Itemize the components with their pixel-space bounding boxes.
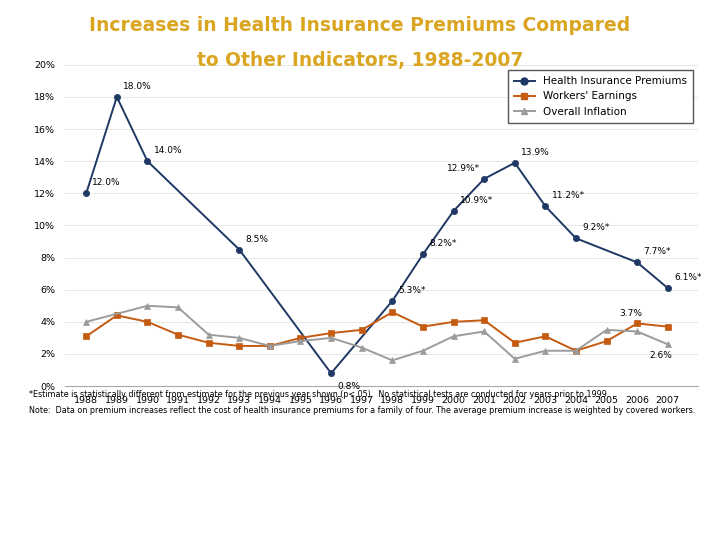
Text: 6.1%*: 6.1%* bbox=[674, 273, 701, 282]
Text: 12.9%*: 12.9%* bbox=[447, 164, 480, 173]
Legend: Health Insurance Premiums, Workers' Earnings, Overall Inflation: Health Insurance Premiums, Workers' Earn… bbox=[508, 70, 693, 123]
Text: 14.0%: 14.0% bbox=[153, 146, 182, 155]
Text: to Other Indicators, 1988-2007: to Other Indicators, 1988-2007 bbox=[197, 51, 523, 70]
Text: Note:  Data on premium increases reflect the cost of health insurance premiums f: Note: Data on premium increases reflect … bbox=[29, 406, 695, 415]
Text: 11.2%*: 11.2%* bbox=[552, 191, 585, 200]
Text: Source: Kaiser/HRET Survey of Employer-Sponsored Health Benefits, 1999-2007; KPM: Source: Kaiser/HRET Survey of Employer-S… bbox=[13, 457, 360, 498]
Text: Increases in Health Insurance Premiums Compared: Increases in Health Insurance Premiums C… bbox=[89, 16, 631, 35]
Text: 8.5%: 8.5% bbox=[246, 234, 269, 244]
Text: 12.0%: 12.0% bbox=[92, 178, 121, 187]
Text: 10.9%*: 10.9%* bbox=[459, 196, 493, 205]
Text: 9.2%*: 9.2%* bbox=[582, 223, 609, 232]
Text: 0.8%: 0.8% bbox=[337, 382, 360, 392]
Text: 8.2%*: 8.2%* bbox=[429, 239, 456, 248]
Text: 2.6%: 2.6% bbox=[649, 351, 672, 360]
Text: 13.9%: 13.9% bbox=[521, 148, 549, 157]
Text: 3.7%: 3.7% bbox=[618, 309, 642, 318]
Text: *Estimate is statistically different from estimate for the previous year shown (: *Estimate is statistically different fro… bbox=[29, 390, 609, 399]
Text: 18.0%: 18.0% bbox=[123, 82, 152, 91]
Text: 5.3%*: 5.3%* bbox=[398, 286, 426, 295]
Text: 7.7%*: 7.7%* bbox=[643, 247, 671, 256]
